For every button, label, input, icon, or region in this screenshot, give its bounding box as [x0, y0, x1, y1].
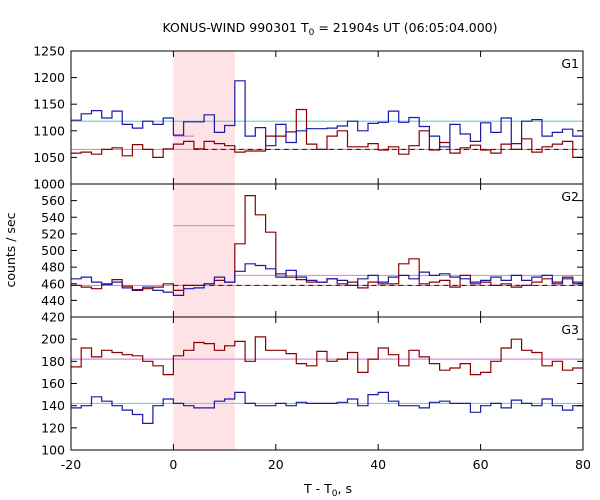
y-tick-label: 1200: [33, 70, 65, 85]
series-red-g2: [71, 195, 583, 291]
y-tick-label: 200: [41, 332, 65, 347]
y-tick-label: 140: [41, 398, 65, 413]
y-tick-label: 180: [41, 354, 65, 369]
x-tick-label: 20: [268, 457, 284, 472]
x-tick-label: 40: [370, 457, 386, 472]
series-blue-g1: [71, 80, 583, 148]
panel-frame-g3: [70, 316, 584, 451]
y-tick-label: 1000: [33, 177, 65, 192]
y-tick-label: 540: [41, 210, 65, 225]
y-tick-label: 520: [41, 226, 65, 241]
y-tick-label: 1250: [33, 44, 65, 59]
x-tick-label: 60: [473, 457, 489, 472]
y-tick-label: 100: [41, 443, 65, 458]
y-tick-label: 1100: [33, 123, 65, 138]
panel-label-g3: G3: [561, 322, 579, 337]
series-red-g1: [71, 108, 583, 158]
chart-title: KONUS-WIND 990301 T0 = 21904s UT (06:05:…: [162, 20, 497, 38]
x-tick-label: 0: [169, 457, 177, 472]
series-blue-g3: [71, 391, 583, 424]
x-tick-label: -20: [61, 457, 81, 472]
y-tick-label: 480: [41, 260, 65, 275]
panel-label-g2: G2: [561, 189, 579, 204]
plot-layer: G1100010501100115012001250G2420440460480…: [33, 44, 591, 473]
y-tick-label: 440: [41, 293, 65, 308]
y-tick-label: 120: [41, 420, 65, 435]
shaded-interval: [173, 51, 235, 450]
series-blue-g2: [71, 263, 583, 296]
panel-frame-g2: [70, 183, 584, 318]
y-tick-label: 460: [41, 276, 65, 291]
y-axis-label: counts / sec: [3, 212, 18, 287]
series-red-g3: [71, 336, 583, 376]
y-tick-label: 160: [41, 376, 65, 391]
y-tick-label: 1150: [33, 97, 65, 112]
y-tick-label: 1050: [33, 150, 65, 165]
x-tick-label: 80: [575, 457, 591, 472]
y-tick-label: 500: [41, 243, 65, 258]
panel-label-g1: G1: [561, 56, 579, 71]
y-tick-label: 420: [41, 310, 65, 325]
x-axis-label: T - T0, s: [303, 481, 352, 499]
y-tick-label: 560: [41, 193, 65, 208]
